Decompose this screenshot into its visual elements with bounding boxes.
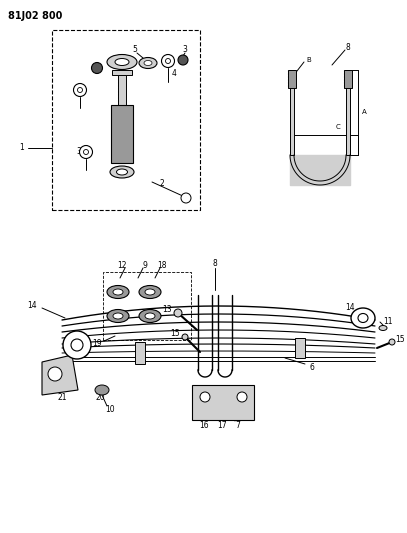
Ellipse shape [107,310,129,322]
Text: 2: 2 [160,179,164,188]
Text: 81J02 800: 81J02 800 [8,11,62,21]
Ellipse shape [71,339,83,351]
Ellipse shape [351,308,375,328]
Circle shape [174,309,182,317]
Ellipse shape [113,313,123,319]
Bar [118,75,126,105]
Ellipse shape [79,146,92,158]
Bar [52,30,200,210]
Bar [111,105,133,163]
Bar [112,70,132,75]
Circle shape [389,339,395,345]
Text: 3: 3 [76,148,81,157]
Bar [295,338,305,358]
Text: 8: 8 [212,260,217,269]
Text: 20: 20 [95,393,105,402]
Text: 9: 9 [142,261,147,270]
Text: 3: 3 [183,45,188,54]
Text: 19: 19 [92,340,102,349]
Ellipse shape [110,166,134,178]
Text: 15: 15 [171,328,180,337]
Text: 14: 14 [345,303,355,312]
Ellipse shape [166,59,171,63]
Text: 8: 8 [346,43,350,52]
Text: 12: 12 [117,261,127,270]
Text: 4: 4 [172,69,177,77]
Ellipse shape [74,84,87,96]
Ellipse shape [139,310,161,322]
Ellipse shape [92,62,103,74]
Ellipse shape [162,54,175,68]
Ellipse shape [145,289,155,295]
Text: 16: 16 [199,421,209,430]
Text: 7: 7 [236,421,241,430]
Circle shape [48,367,62,381]
Text: C: C [336,124,340,130]
Ellipse shape [83,149,88,155]
Ellipse shape [63,331,91,359]
Bar [344,70,352,88]
Bar [192,385,254,420]
Text: A: A [362,109,366,115]
Ellipse shape [358,313,368,322]
Ellipse shape [178,55,188,65]
Text: 11: 11 [383,318,393,327]
Ellipse shape [145,313,155,319]
Bar [290,70,294,155]
Text: 5: 5 [133,45,138,54]
Circle shape [182,334,188,340]
Ellipse shape [139,58,157,69]
Text: 15: 15 [395,335,405,344]
Circle shape [200,392,210,402]
Bar [135,342,145,364]
Ellipse shape [77,87,83,93]
Ellipse shape [139,286,161,298]
Text: 13: 13 [162,305,172,314]
Text: 21: 21 [57,393,67,402]
Ellipse shape [144,61,152,66]
Text: 6: 6 [310,362,315,372]
Text: 14: 14 [27,302,37,311]
Text: 10: 10 [105,406,115,415]
Text: B: B [306,57,311,63]
Ellipse shape [115,59,129,66]
Bar [288,70,296,88]
Ellipse shape [379,326,387,330]
Ellipse shape [107,54,137,69]
Text: 1: 1 [19,143,24,152]
Circle shape [237,392,247,402]
Bar [346,70,350,155]
Ellipse shape [116,169,127,175]
Text: 18: 18 [157,261,167,270]
Ellipse shape [113,289,123,295]
Ellipse shape [107,286,129,298]
Ellipse shape [95,385,109,395]
Circle shape [181,193,191,203]
Polygon shape [42,355,78,395]
Text: 17: 17 [217,421,227,430]
Bar [103,272,191,340]
